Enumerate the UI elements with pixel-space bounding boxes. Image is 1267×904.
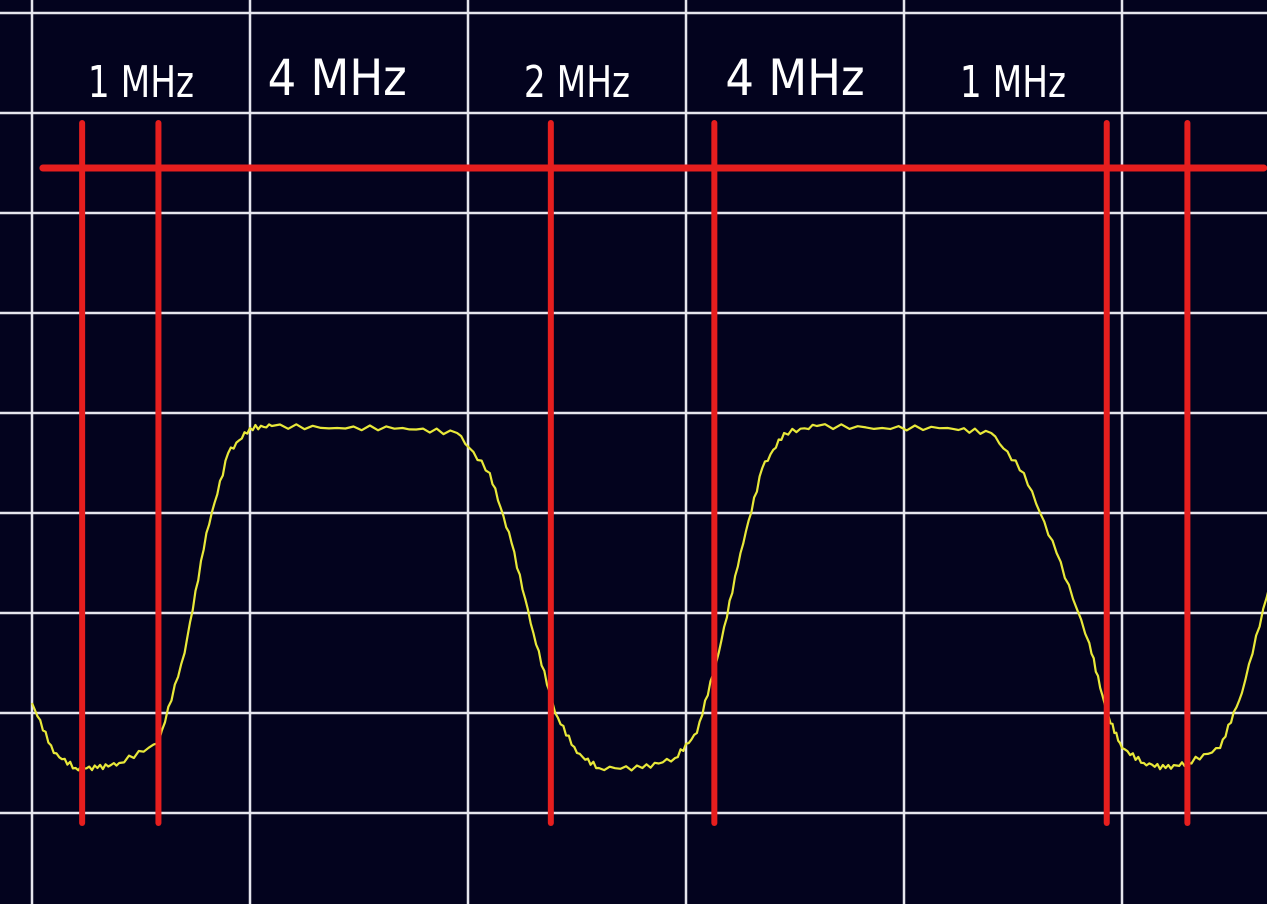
frequency-label-3: 4 MHz [725,50,864,108]
frequency-label-1: 4 MHz [268,50,407,108]
signal-trace-0 [30,423,1267,772]
frequency-label-4: 1 MHz [960,57,1066,108]
frequency-label-2: 2 MHz [524,57,630,108]
signal-trace-group [30,423,1267,772]
measurement-markers [39,120,1267,826]
frequency-label-0: 1 MHz [88,57,194,108]
frequency-labels: 1 MHz 4 MHz 2 MHz 4 MHz 1 MHz [88,50,1066,108]
